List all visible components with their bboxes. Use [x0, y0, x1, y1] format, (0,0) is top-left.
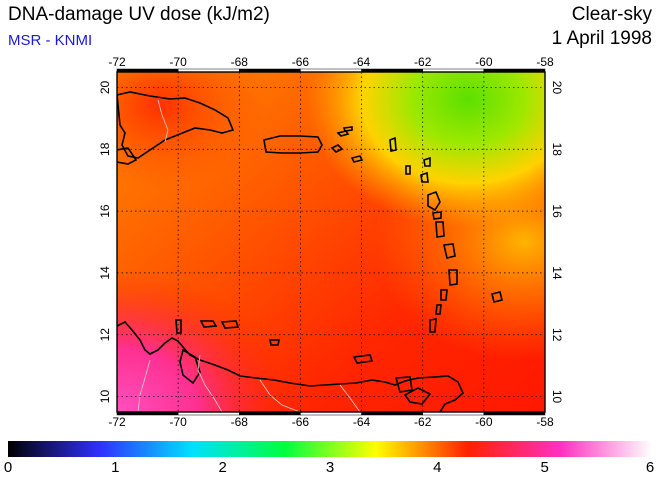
lat-tick-label-left: 12	[98, 328, 112, 342]
island	[342, 126, 353, 132]
source-label: MSR - KNMI	[8, 32, 93, 49]
hispaniola-south	[117, 147, 138, 165]
island	[491, 291, 503, 303]
colorbar-tick-label: 0	[3, 459, 13, 476]
colorbar-tick-label: 2	[218, 459, 227, 476]
lon-tick-label-bottom: -62	[414, 415, 432, 429]
lat-tick-label-right: 10	[550, 390, 564, 404]
island	[435, 221, 445, 238]
chart-title: DNA-damage UV dose (kJ/m2)	[8, 4, 270, 25]
colorbar-tick-label: 1	[111, 459, 120, 476]
island	[405, 165, 411, 175]
island	[199, 320, 218, 328]
condition-label: Clear-sky	[571, 4, 652, 25]
lon-tick-label-bottom: -58	[536, 415, 554, 429]
island	[448, 269, 458, 286]
island	[429, 318, 437, 333]
island	[440, 289, 448, 301]
island	[443, 243, 456, 259]
island	[389, 136, 397, 152]
lon-tick-label-top: -58	[536, 55, 554, 69]
colorbar-tick-label: 4	[433, 459, 442, 476]
island	[336, 130, 350, 137]
island	[427, 190, 441, 212]
lat-tick-label-left: 20	[98, 80, 112, 94]
dose-field	[117, 72, 545, 412]
lon-tick-label-top: -70	[169, 55, 187, 69]
south-america-coast	[117, 321, 464, 412]
island	[432, 211, 442, 220]
lat-tick-label-left: 18	[98, 142, 112, 156]
lon-tick-label-top: -68	[231, 55, 249, 69]
lon-tick-label-top: -64	[353, 55, 371, 69]
island	[269, 339, 280, 346]
date-label: 1 April 1998	[551, 28, 652, 49]
lat-tick-label-left: 14	[98, 266, 112, 280]
maracaibo-lake	[179, 348, 201, 385]
country-borders	[137, 99, 361, 412]
lon-tick-label-bottom: -66	[292, 415, 310, 429]
map-frame	[116, 71, 546, 413]
colorbar	[8, 441, 652, 457]
lon-tick-label-bottom: -60	[475, 415, 493, 429]
puerto-rico-outline	[263, 135, 323, 154]
island	[175, 319, 182, 334]
island	[435, 304, 442, 315]
lat-tick-label-right: 16	[550, 204, 564, 218]
coastlines	[117, 91, 503, 412]
island	[423, 156, 431, 167]
lon-tick-label-bottom: -64	[353, 415, 371, 429]
lon-tick-label-top: -62	[414, 55, 432, 69]
colorbar-tick-label: 3	[325, 459, 335, 476]
lon-tick-label-bottom: -72	[108, 415, 126, 429]
lat-tick-label-left: 10	[98, 390, 112, 404]
colorbar-tick-label: 5	[540, 459, 549, 476]
gulf-paria	[403, 387, 432, 405]
lon-tick-label-top: -72	[108, 55, 126, 69]
colorbar-tick-label: 6	[645, 459, 655, 476]
lon-tick-label-top: -60	[475, 55, 493, 69]
lat-tick-label-right: 18	[550, 143, 564, 157]
margarita	[352, 354, 374, 364]
lon-tick-label-top: -66	[292, 55, 310, 69]
lat-tick-label-left: 16	[98, 204, 112, 218]
lon-tick-label-bottom: -70	[169, 415, 187, 429]
lat-tick-label-right: 12	[550, 328, 564, 342]
lat-tick-label-right: 20	[550, 81, 564, 95]
lon-tick-label-bottom: -68	[231, 415, 249, 429]
island	[350, 155, 364, 163]
graticule	[117, 72, 545, 412]
island	[420, 171, 429, 183]
trinidad	[394, 376, 413, 393]
island	[220, 320, 240, 329]
lat-tick-label-right: 14	[550, 266, 564, 280]
